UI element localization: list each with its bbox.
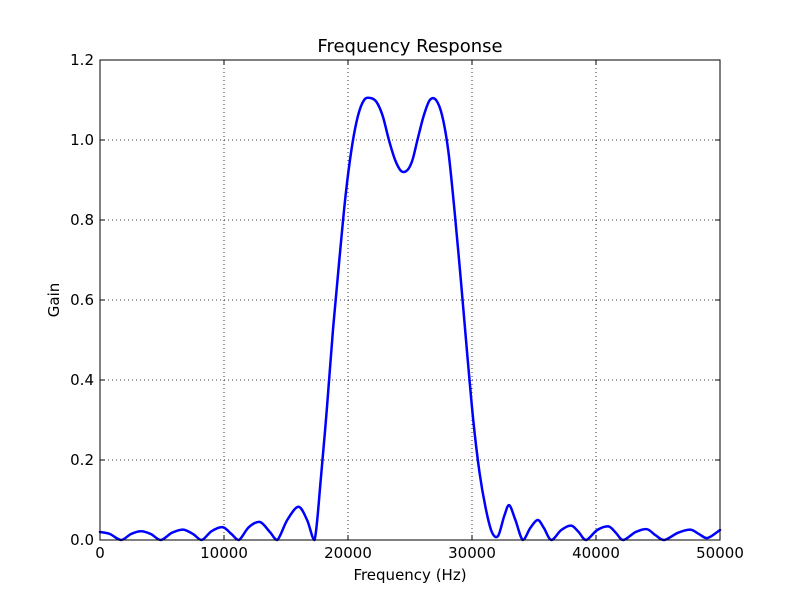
chart-title: Frequency Response bbox=[317, 36, 502, 57]
x-tick-label: 40000 bbox=[572, 544, 620, 562]
y-axis-label: Gain bbox=[45, 283, 63, 318]
y-tick-label: 0.4 bbox=[70, 371, 94, 389]
x-axis-label: Frequency (Hz) bbox=[353, 566, 466, 584]
x-tick-label: 10000 bbox=[200, 544, 248, 562]
x-tick-label: 30000 bbox=[448, 544, 496, 562]
y-tick-label: 0.0 bbox=[70, 531, 94, 549]
y-tick-label: 0.8 bbox=[70, 211, 94, 229]
grid-lines bbox=[100, 60, 720, 540]
axis-ticks: 0 10000 20000 30000 40000 50000 0.0 0.2 0.4 0.6 0.… bbox=[70, 51, 744, 562]
y-tick-label: 1.2 bbox=[70, 51, 94, 69]
x-tick-label: 50000 bbox=[696, 544, 744, 562]
x-tick-label: 0 bbox=[95, 544, 105, 562]
y-tick-label: 0.2 bbox=[70, 451, 94, 469]
x-tick-label: 20000 bbox=[324, 544, 372, 562]
y-tick-label: 1.0 bbox=[70, 131, 94, 149]
y-tick-label: 0.6 bbox=[70, 291, 94, 309]
